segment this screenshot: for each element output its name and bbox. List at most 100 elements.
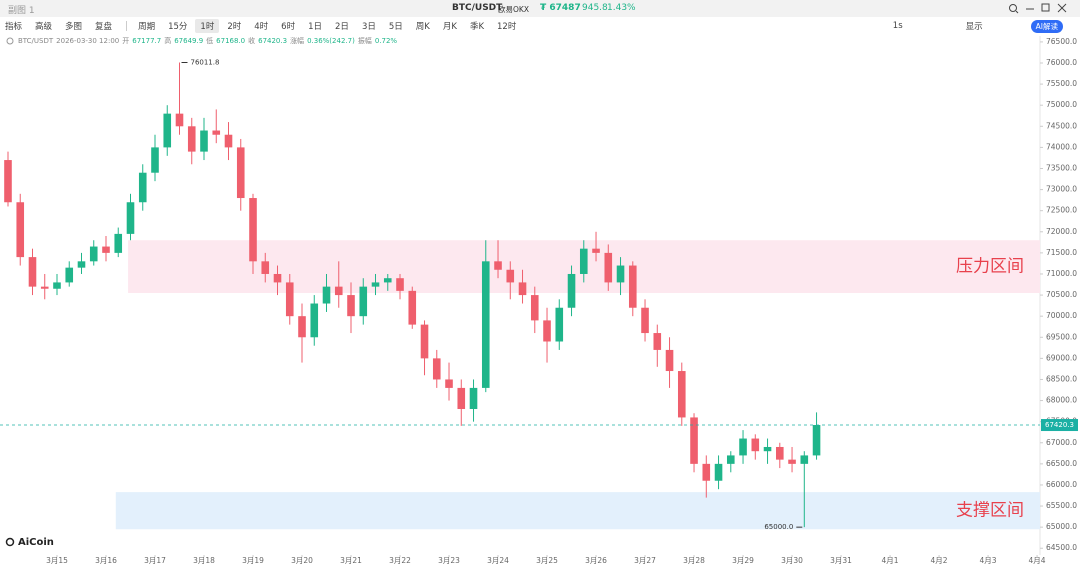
y-tick-label: 69500.0 (1046, 332, 1077, 341)
x-tick-label: 3月15 (46, 556, 68, 565)
candle-body (28, 257, 37, 287)
info-value: 67420.3 (258, 37, 287, 45)
candle-body (261, 261, 270, 274)
candle-body (89, 246, 98, 262)
toolbar: 指标 高级 多图 复盘 周期 15分 1时 2时 4时 6时 1日 2日 3日 5日 周K 月K 季K 12时 1s… (0, 17, 1080, 35)
candle-body (298, 316, 306, 338)
info-icon (6, 37, 14, 45)
y-tick-label: 75000.0 (1046, 100, 1077, 109)
period-button[interactable]: 月K (442, 22, 457, 32)
candle-body (285, 282, 294, 317)
candle-body (481, 261, 490, 388)
candle-body (102, 246, 110, 253)
logo-mark (5, 537, 15, 547)
candle-body (236, 147, 245, 199)
period-button[interactable]: 2时 (227, 22, 242, 32)
period-button[interactable]: 2日 (335, 22, 349, 32)
x-tick-label: 3月21 (340, 556, 362, 565)
candle-body (530, 295, 539, 321)
period-button[interactable]: 1日 (308, 22, 323, 32)
info-value: 0.36%(242.7) (307, 37, 355, 45)
period-button[interactable]: 季K (469, 22, 485, 32)
tool-button[interactable]: 指标 (5, 22, 23, 32)
candle-body (665, 349, 674, 372)
candle-body (126, 202, 135, 234)
period-button[interactable]: 4时 (254, 22, 269, 32)
info-name: 高 (164, 36, 171, 45)
toolbar-right-button[interactable]: 1s (892, 21, 903, 31)
tool-button[interactable]: 高级 (35, 22, 53, 32)
info-name: 收 (248, 36, 255, 45)
period-button[interactable]: 1时 (195, 19, 220, 33)
y-tick-label: 64500.0 (1046, 543, 1077, 552)
toolbar-right: 1s 显示 AI解读 (888, 19, 1080, 33)
candle-body (200, 130, 208, 152)
candle-body (53, 282, 61, 289)
candle-body (788, 459, 796, 464)
price: ₮ 67487 (540, 3, 581, 13)
period-button[interactable]: 5日 (388, 22, 403, 32)
x-tick-label: 3月23 (438, 556, 460, 565)
candle-body (187, 126, 196, 152)
x-tick-label: 4月2 (931, 556, 948, 565)
candle-body (310, 303, 319, 338)
candle-body (592, 248, 600, 253)
period-button[interactable]: 12时 (497, 22, 517, 32)
candle-body (653, 333, 662, 350)
separator (126, 21, 128, 31)
candle-body (518, 282, 527, 296)
toolbar-right-button[interactable]: 显示 (965, 22, 983, 32)
tool-button[interactable]: 复盘 (95, 22, 113, 32)
candle-body (555, 307, 564, 342)
tab[interactable]: 副图 1 (8, 6, 35, 16)
candle-body (702, 463, 711, 481)
y-tick-label: 75500.0 (1046, 79, 1077, 88)
y-tick-label: 65500.0 (1046, 501, 1077, 510)
info-name: 振幅 (358, 36, 372, 45)
zone-label: 支撑区间 (956, 501, 1024, 521)
y-tick-label: 72500.0 (1046, 206, 1077, 215)
period-button[interactable]: 周K (415, 22, 430, 32)
x-tick-label: 4月3 (980, 556, 997, 565)
toolbar-right-button[interactable]: AI解读 (1030, 19, 1063, 33)
candle-body (347, 295, 355, 317)
candle-body (371, 282, 380, 287)
annotation-label: 65000.0 (764, 523, 793, 531)
y-tick-label: 74500.0 (1046, 121, 1077, 130)
candle-body (432, 358, 441, 380)
y-tick-label: 66000.0 (1046, 480, 1077, 489)
candle-body (567, 273, 576, 308)
y-tick-label: 72000.0 (1046, 227, 1077, 236)
candle-body (322, 286, 331, 304)
x-tick-label: 3月16 (95, 556, 117, 565)
period-button[interactable]: 周期 (138, 22, 156, 32)
candle-body (445, 379, 453, 388)
candle-body (4, 160, 12, 203)
period-button[interactable]: 6时 (281, 22, 296, 32)
candle-body (224, 134, 233, 148)
x-tick-label: 3月24 (487, 556, 509, 565)
period-button[interactable]: 15分 (168, 22, 188, 32)
zone-label: 压力区间 (956, 257, 1024, 277)
tool-button[interactable]: 多图 (65, 22, 83, 32)
period-button[interactable]: 3日 (361, 22, 376, 32)
candle-body (775, 446, 784, 460)
x-tick-label: 3月22 (389, 556, 411, 565)
y-tick-label: 76000.0 (1046, 58, 1077, 67)
info-value: 67649.9 (174, 37, 203, 45)
x-tick-label: 3月29 (732, 556, 754, 565)
price-tag (1041, 419, 1078, 432)
y-tick-label: 68500.0 (1046, 374, 1077, 383)
candle-body (396, 278, 404, 291)
x-tick-label: 3月19 (242, 556, 264, 565)
y-tick-label: 73500.0 (1046, 163, 1077, 172)
candle-body (616, 265, 625, 283)
title-bar: 副图 1 BTC/USDT 欧易OKX ₮ 67487 945.8 1.43% (0, 0, 1080, 17)
candle-body (543, 320, 551, 342)
candle-body (383, 278, 392, 283)
candle-body (273, 273, 282, 283)
candle-body (114, 233, 123, 253)
candle-body (457, 387, 466, 410)
y-tick-label: 70000.0 (1046, 311, 1077, 320)
